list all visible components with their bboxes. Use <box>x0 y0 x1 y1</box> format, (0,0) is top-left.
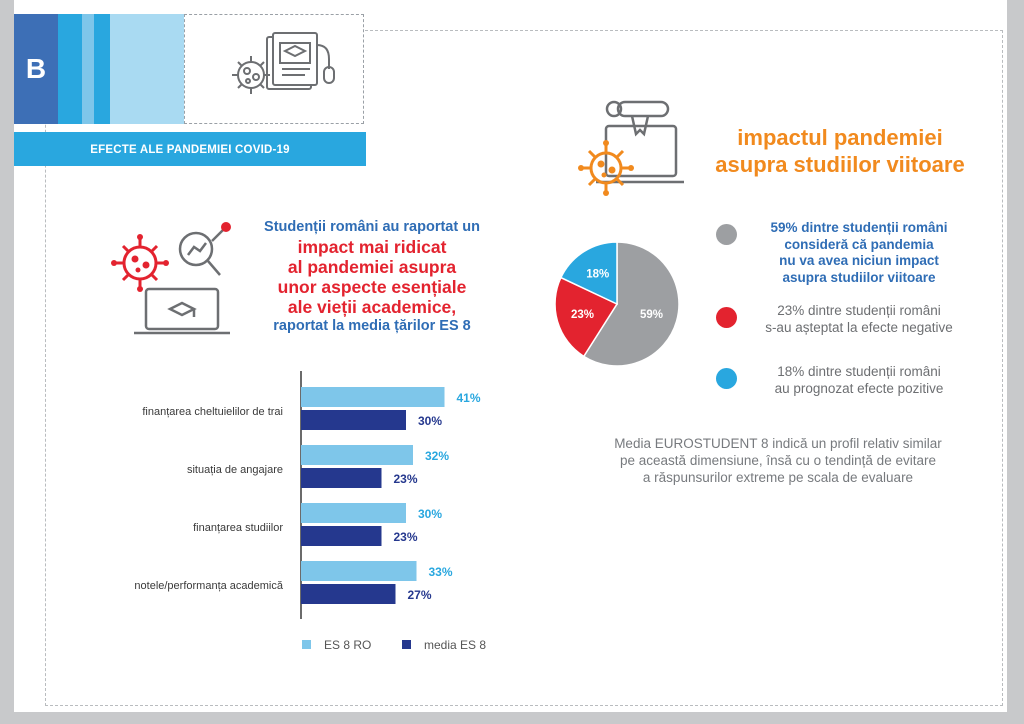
intro-text: Studenții români au raportat un impact m… <box>252 218 492 336</box>
bar-legend-swatch <box>302 640 311 649</box>
bar-category-label: notele/performanța academică <box>134 580 283 592</box>
legend-1-line-3: nu va avea niciun impact <box>779 253 939 268</box>
header-stripe-1 <box>58 14 82 124</box>
header-stripe-2 <box>82 14 94 124</box>
legend-text-3: 18% dintre studenții români au prognozat… <box>744 364 974 397</box>
pie-slice-label: 23% <box>571 309 594 321</box>
header-stripe-3 <box>94 14 110 124</box>
bar-ro <box>301 561 417 581</box>
bar-es8 <box>301 410 406 430</box>
legend-2-line-2: s-au așteptat la efecte negative <box>765 319 953 335</box>
headline: impactul pandemiei asupra studiilor viit… <box>700 124 980 178</box>
bar-legend-label: ES 8 RO <box>324 638 371 652</box>
bar-value-label: 33% <box>429 565 453 579</box>
intro-line-1: Studenții români au raportat un <box>264 219 480 235</box>
bar-ro <box>301 445 413 465</box>
legend-dot-red <box>716 307 737 328</box>
legend-3-line-1: 18% dintre studenții români <box>777 364 941 379</box>
bar-chart: finanțarea cheltuielilor de trai 41% 30% si… <box>134 371 486 652</box>
legend-text-2: 23% dintre studenții români s-au aștepta… <box>744 303 974 336</box>
pie-slice <box>559 241 618 306</box>
pie-slice-label: 59% <box>640 309 663 321</box>
legend-dot-grey <box>716 224 737 245</box>
legend-1-line-4: asupra studiilor viitoare <box>782 269 936 285</box>
bar-value-label: 32% <box>425 449 449 463</box>
intro-red-line-2: al pandemiei asupra <box>287 257 457 277</box>
bar-value-label: 23% <box>394 530 418 544</box>
pie-legend-item-2: 23% dintre studenții români s-au aștepta… <box>716 303 976 343</box>
virus-laptop-icon <box>111 222 231 335</box>
intro-red-line-4: ale vieții academice, <box>287 297 457 317</box>
bar-value-label: 27% <box>408 588 432 602</box>
legend-3-line-2: au prognozat efecte pozitive <box>774 380 944 396</box>
bar-value-label: 41% <box>457 391 481 405</box>
header-icon-box <box>184 14 364 124</box>
bar-category-label: finanțarea cheltuielilor de trai <box>142 406 283 418</box>
note-line-3: a răspunsurilor extreme pe scala de eval… <box>642 470 914 485</box>
legend-1-line-2: consideră că pandemia <box>784 236 934 252</box>
bar-es8 <box>301 526 382 546</box>
legend-text-1: 59% dintre studenții români consideră că… <box>744 220 974 286</box>
legend-2-line-1: 23% dintre studenții români <box>777 303 941 318</box>
pie-chart: 59% 23% 18% <box>554 241 680 367</box>
bar-legend-label: media ES 8 <box>424 638 486 652</box>
virus-documents-icon <box>232 32 335 94</box>
bar-ro <box>301 503 406 523</box>
bar-value-label: 30% <box>418 414 442 428</box>
pie-slice-label: 18% <box>586 269 609 281</box>
section-banner: EFECTE ALE PANDEMIEI COVID-19 <box>14 132 366 166</box>
pie-slice <box>582 241 680 367</box>
bar-category-label: situația de angajare <box>187 464 283 476</box>
bar-es8 <box>301 468 382 488</box>
pie-legend-item-3: 18% dintre studenții români au prognozat… <box>716 364 976 404</box>
intro-red-line-1: impact mai ridicat <box>297 237 447 257</box>
bar-ro <box>301 387 445 407</box>
legend-1-line-1: 59% dintre studenții români <box>770 220 948 235</box>
bar-legend-swatch <box>402 640 411 649</box>
pie-legend-item-1: 59% dintre studenții români consideră că… <box>716 220 976 290</box>
section-badge: B <box>14 14 58 124</box>
intro-red-line-3: unor aspecte esențiale <box>277 277 467 297</box>
headline-line-2: asupra studiilor viitoare <box>715 152 965 177</box>
bar-value-label: 23% <box>394 472 418 486</box>
virus-diploma-icon <box>578 100 684 196</box>
eurostudent-note: Media EUROSTUDENT 8 indică un profil rel… <box>592 435 964 486</box>
note-line-2: pe această dimensiune, însă cu o tendinț… <box>620 453 936 468</box>
legend-dot-blue <box>716 368 737 389</box>
headline-line-1: impactul pandemiei <box>737 125 943 150</box>
content-frame <box>45 30 1003 706</box>
header-stripe-4 <box>110 14 184 124</box>
bar-category-label: finanțarea studiilor <box>193 522 283 534</box>
note-line-1: Media EUROSTUDENT 8 indică un profil rel… <box>614 436 942 451</box>
intro-line-last: raportat la media țărilor ES 8 <box>273 318 471 334</box>
bar-es8 <box>301 584 396 604</box>
bar-value-label: 30% <box>418 507 442 521</box>
